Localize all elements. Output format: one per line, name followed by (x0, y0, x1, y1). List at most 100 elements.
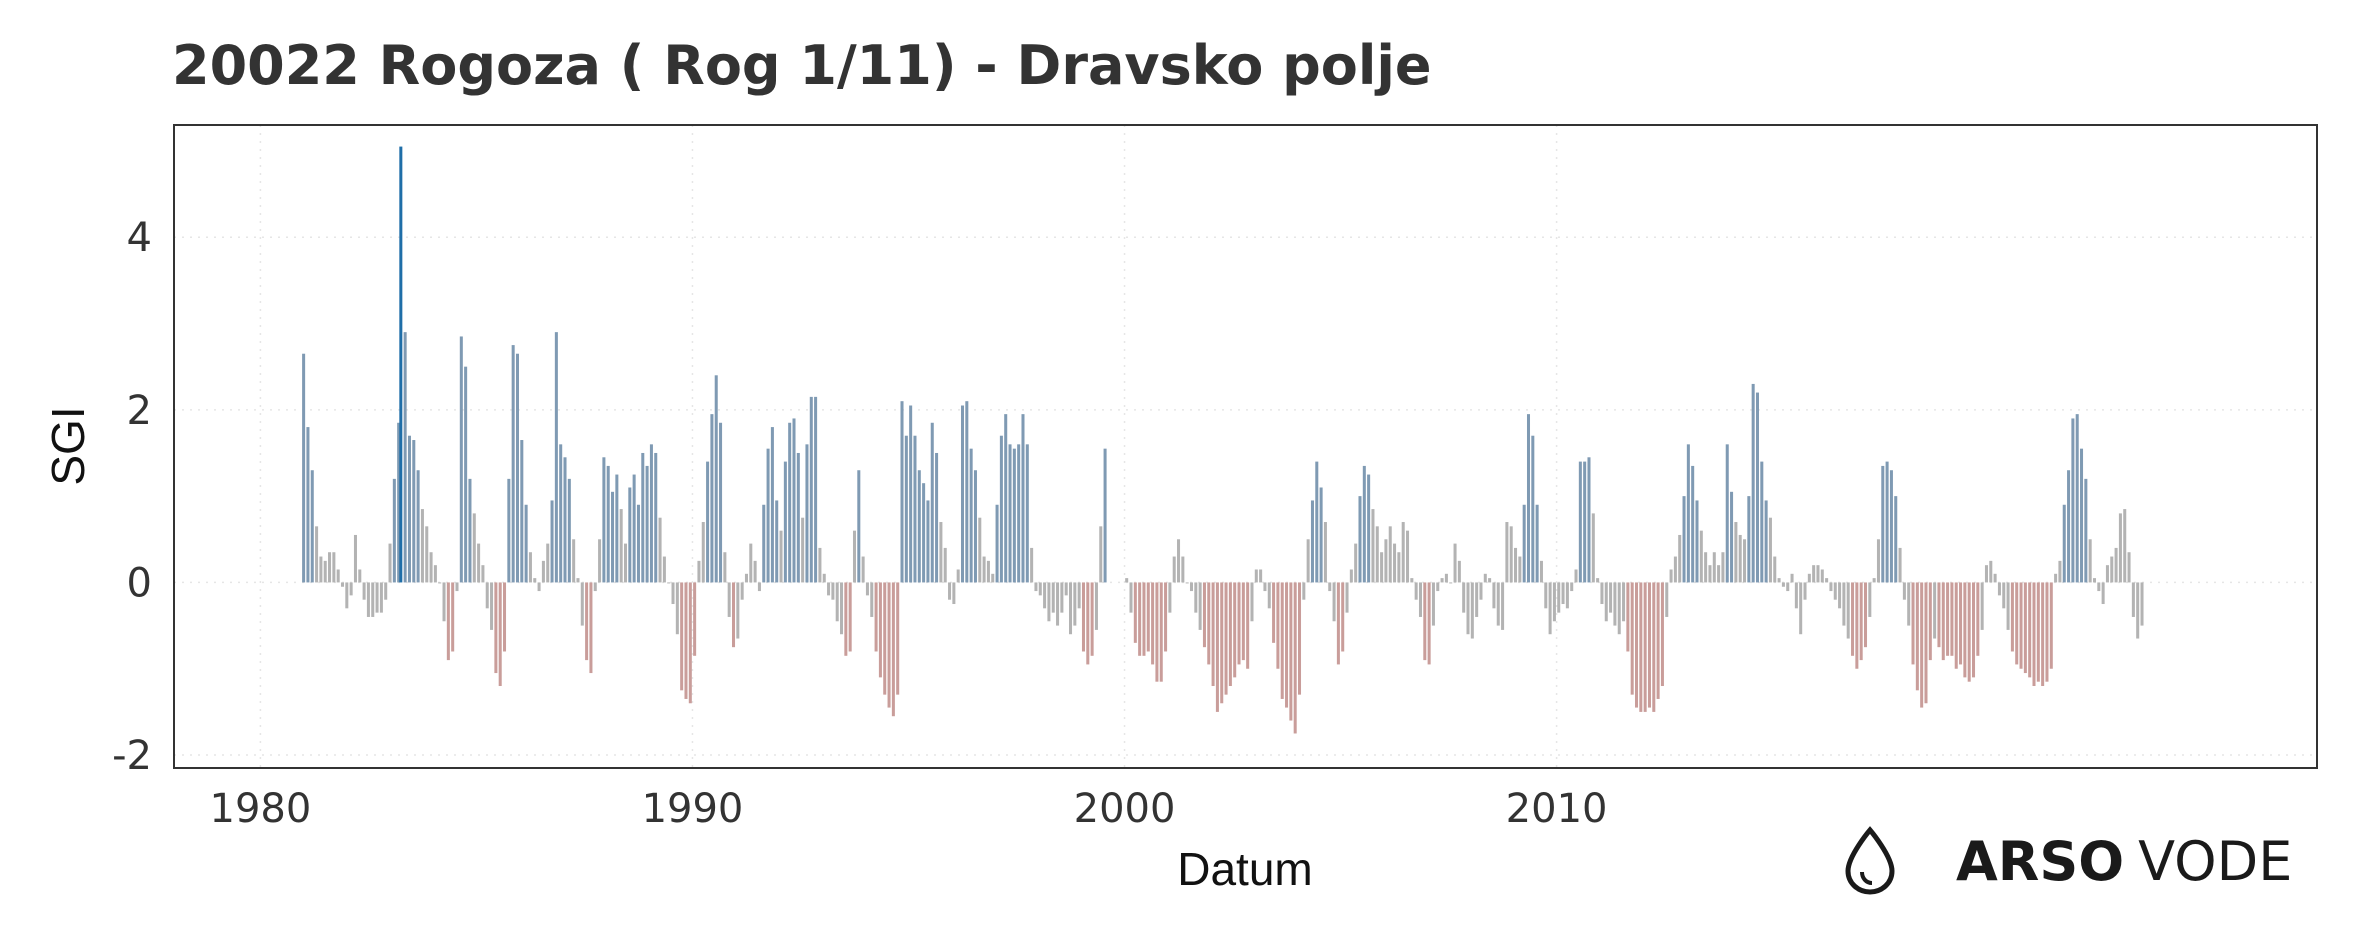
chart-bar (1907, 582, 1911, 626)
chart-bar (870, 582, 874, 617)
chart-bar (1933, 582, 1937, 639)
chart-bar (1094, 582, 1098, 630)
chart-bar (2080, 448, 2084, 583)
chart-bar (995, 504, 999, 583)
chart-bar (1423, 582, 1427, 661)
chart-bar (848, 582, 852, 652)
chart-bar (2032, 582, 2036, 687)
chart-bar (515, 353, 519, 583)
chart-bar (818, 547, 822, 583)
chart-bar (2019, 582, 2023, 669)
chart-bar (662, 556, 666, 583)
chart-bar (2071, 418, 2075, 583)
chart-bar (2067, 470, 2071, 583)
chart-bar (1237, 582, 1241, 665)
chart-bar (1168, 582, 1172, 613)
chart-bar (589, 582, 593, 674)
chart-bar (1807, 573, 1811, 583)
logo-product: VODE (2138, 829, 2293, 893)
chart-bar (1354, 543, 1358, 583)
chart-bar (1803, 582, 1807, 600)
chart-bar (2101, 582, 2105, 605)
chart-bar (1976, 582, 1980, 656)
chart-bar (1868, 582, 1872, 617)
chart-bar (1626, 582, 1630, 652)
chart-bar (1501, 582, 1505, 630)
chart-bar (1380, 552, 1384, 583)
chart-bar (822, 573, 826, 583)
chart-bar (1764, 500, 1768, 583)
x-axis-title: Datum (1177, 843, 1312, 895)
chart-bar (464, 366, 468, 583)
chart-bar (1159, 582, 1163, 682)
chart-bar (788, 422, 792, 583)
chart-bar (1734, 522, 1738, 583)
chart-bar (1056, 582, 1060, 626)
y-axis-title: SGI (42, 406, 94, 485)
chart-bar (455, 582, 459, 592)
chart-bar (1492, 582, 1496, 609)
chart-bar (559, 444, 563, 583)
chart-bar (999, 435, 1003, 583)
chart-bar (1418, 582, 1422, 617)
chart-bar (1367, 474, 1371, 583)
chart-bar (1017, 444, 1021, 583)
chart-bar (541, 560, 545, 583)
chart-bar (982, 556, 986, 583)
chart-bar (2105, 565, 2109, 583)
chart-bar (2092, 578, 2097, 583)
chart-bar (1851, 582, 1855, 656)
chart-bar (485, 582, 489, 609)
chart-bar (1790, 573, 1794, 583)
chart-bar (1440, 578, 1444, 583)
chart-bar (1453, 543, 1457, 583)
chart-bar (1647, 582, 1651, 708)
chart-bar (1989, 560, 1993, 583)
chart-bar (779, 530, 783, 583)
chart-bar (2097, 582, 2101, 592)
chart-bar (328, 552, 332, 583)
chart-bar (1133, 582, 1137, 643)
chart-bar (1488, 578, 1492, 583)
chart-bar (1297, 582, 1302, 695)
chart-bar (878, 582, 882, 678)
chart-bar (1099, 526, 1103, 583)
chart-bar (1522, 504, 1526, 583)
chart-bar (1924, 582, 1928, 704)
chart-bar (524, 504, 528, 583)
chart-bar (1941, 582, 1945, 661)
chart-bar (654, 452, 658, 583)
chart-bar (319, 556, 323, 583)
chart-bar (1177, 539, 1181, 583)
chart-bar (1142, 582, 1146, 656)
chart-bar (1552, 582, 1556, 622)
chart-bar (399, 146, 403, 583)
chart-bar (1937, 582, 1941, 648)
chart-bar (1578, 461, 1582, 583)
chart-bar (900, 401, 904, 583)
chart-bar (1678, 534, 1682, 583)
chart-bar (1483, 573, 1487, 583)
chart-bar (1302, 582, 1306, 600)
chart-bar (1436, 582, 1440, 592)
chart-bar (563, 457, 567, 583)
chart-bar (1004, 414, 1008, 583)
chart-bar (1894, 496, 1898, 583)
chart-bar (2088, 539, 2092, 583)
chart-bar (1565, 582, 1569, 609)
chart-bar (770, 427, 774, 583)
chart-bar (1462, 582, 1466, 613)
chart-bar (645, 465, 649, 583)
chart-bar (2036, 582, 2040, 682)
chart-bar (922, 483, 926, 583)
chart-bar (1885, 461, 1889, 583)
chart-bar (1155, 582, 1159, 682)
chart-bar (809, 396, 813, 583)
chart-bar (1665, 582, 1669, 617)
chart-bar (1272, 582, 1276, 643)
chart-bar (1686, 444, 1690, 583)
chart-bar (1401, 522, 1405, 583)
chart-bar (1526, 414, 1531, 583)
chart-bar (537, 582, 541, 592)
chart-bar (1289, 582, 1293, 721)
